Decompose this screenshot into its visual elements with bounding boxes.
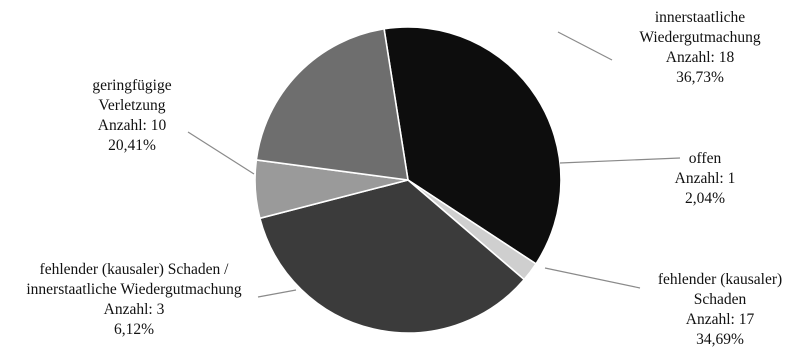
leader-line-4 bbox=[257, 289, 297, 298]
pie-slice-5 bbox=[255, 27, 409, 181]
slice-label-line: innerstaatliche bbox=[655, 9, 745, 26]
slice-label-line: fehlender (kausaler) bbox=[658, 271, 782, 288]
slice-label-line: innerstaatliche Wiedergutmachung bbox=[26, 281, 242, 298]
slice-label-5: geringfügige Verletzung Anzahl: 10 20,41% bbox=[92, 77, 171, 154]
slice-label-line: geringfügige bbox=[92, 77, 171, 94]
leader-line-3 bbox=[544, 267, 641, 289]
slice-label-line: Anzahl: 3 bbox=[104, 301, 165, 318]
pie-slice-3 bbox=[258, 179, 526, 334]
leader-line-5 bbox=[187, 131, 255, 175]
pie-slice-1 bbox=[383, 26, 562, 265]
slice-label-line: 34,69% bbox=[696, 331, 744, 348]
slice-label-line: Wiedergutmachung bbox=[639, 29, 761, 46]
slice-label-line: Anzahl: 10 bbox=[98, 117, 167, 134]
slice-label-3: fehlender (kausaler) Schaden Anzahl: 17 34,… bbox=[658, 271, 782, 348]
slice-labels: innerstaatliche Wiedergutmachung Anzahl: 1… bbox=[26, 9, 782, 348]
slice-label-4: fehlender (kausaler) Schaden / innerstaat… bbox=[26, 261, 242, 338]
pie-slices bbox=[254, 26, 562, 334]
slice-label-line: Verletzung bbox=[98, 97, 165, 114]
slice-label-line: 6,12% bbox=[114, 321, 154, 338]
leader-lines bbox=[187, 31, 681, 298]
leader-line-1 bbox=[557, 31, 613, 61]
slice-label-line: 2,04% bbox=[685, 190, 725, 207]
slice-label-line: Schaden bbox=[694, 291, 747, 308]
slice-label-line: offen bbox=[689, 150, 722, 167]
slice-label-line: 20,41% bbox=[108, 137, 156, 154]
slice-label-line: Anzahl: 17 bbox=[686, 311, 755, 328]
slice-label-line: fehlender (kausaler) Schaden / bbox=[40, 261, 230, 278]
slice-label-line: 36,73% bbox=[676, 69, 724, 86]
slice-label-1: innerstaatliche Wiedergutmachung Anzahl: 1… bbox=[639, 9, 761, 86]
slice-label-line: Anzahl: 1 bbox=[675, 170, 736, 187]
leader-line-2 bbox=[559, 157, 681, 164]
slice-label-2: offen Anzahl: 1 2,04% bbox=[675, 150, 736, 207]
slice-label-line: Anzahl: 18 bbox=[666, 49, 735, 66]
